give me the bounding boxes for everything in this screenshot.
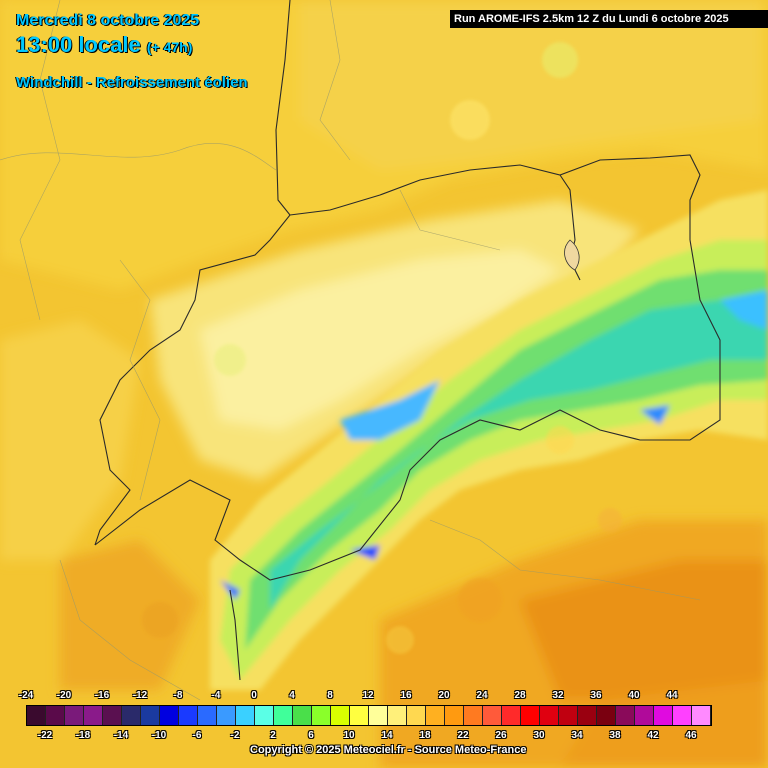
legend-swatch — [464, 706, 483, 725]
forecast-hour: 13:00 locale — [16, 32, 141, 57]
legend-tick-bottom: 22 — [457, 730, 469, 741]
legend-tick-top: 4 — [289, 690, 295, 701]
legend-tick-top: 28 — [514, 690, 526, 701]
legend-swatch — [521, 706, 540, 725]
legend-swatch — [597, 706, 616, 725]
legend-swatch — [540, 706, 559, 725]
legend-tick-top: -12 — [132, 690, 148, 701]
legend-tick-bottom: -14 — [113, 730, 129, 741]
legend-tick-bottom: 18 — [419, 730, 431, 741]
legend-tick-bottom: -18 — [75, 730, 91, 741]
legend-swatch — [635, 706, 654, 725]
legend-tick-top: 32 — [552, 690, 564, 701]
legend-tick-bottom: 30 — [533, 730, 545, 741]
legend-swatch — [236, 706, 255, 725]
legend-swatch — [122, 706, 141, 725]
legend-tick-bottom: 42 — [647, 730, 659, 741]
legend-swatch — [673, 706, 692, 725]
legend-tick-top: 40 — [628, 690, 640, 701]
legend-swatch — [274, 706, 293, 725]
legend-tick-bottom: 6 — [308, 730, 314, 741]
legend-swatch — [331, 706, 350, 725]
legend-tick-top: 36 — [590, 690, 602, 701]
legend-swatch — [616, 706, 635, 725]
legend-tick-bottom: 2 — [270, 730, 276, 741]
legend-swatch — [27, 706, 46, 725]
legend-swatch — [388, 706, 407, 725]
regional-borders — [0, 0, 701, 701]
legend-tick-bottom: -10 — [151, 730, 167, 741]
alpine-cold-zone — [210, 190, 768, 690]
parameter-title: Windchill - Refroissement éolien — [16, 74, 248, 91]
legend-tick-bottom: -2 — [230, 730, 240, 741]
legend-tick-top: -24 — [18, 690, 34, 701]
legend-tick-top: -16 — [94, 690, 110, 701]
legend-swatch — [483, 706, 502, 725]
legend-swatch — [46, 706, 65, 725]
legend-swatch — [179, 706, 198, 725]
color-scale — [26, 705, 712, 726]
legend-swatch — [198, 706, 217, 725]
legend-swatch — [255, 706, 274, 725]
legend-swatch — [84, 706, 103, 725]
forecast-time: 13:00 locale (+ 47h) — [16, 32, 192, 58]
legend-tick-top: 12 — [362, 690, 374, 701]
forecast-date: Mercredi 8 octobre 2025 — [16, 12, 200, 29]
legend-swatch — [559, 706, 578, 725]
legend-swatch — [293, 706, 312, 725]
legend-swatch — [369, 706, 388, 725]
legend-bottom-ticks: -22 -18 -14 -10 -6 -2 2 6 10 14 18 22 26 30 34 38 42 46 — [0, 730, 768, 744]
lake-constance — [564, 239, 580, 271]
legend-swatch — [103, 706, 122, 725]
legend-swatch — [578, 706, 597, 725]
legend-tick-bottom: 14 — [381, 730, 393, 741]
legend-tick-bottom: 46 — [685, 730, 697, 741]
legend-tick-top: 0 — [251, 690, 257, 701]
legend-tick-top: -4 — [211, 690, 221, 701]
legend-swatch — [445, 706, 464, 725]
copyright: Copyright © 2025 Meteociel.fr - Source M… — [250, 744, 527, 756]
legend-tick-top: 16 — [400, 690, 412, 701]
legend-swatch — [160, 706, 179, 725]
legend-swatch — [312, 706, 331, 725]
terrain-detail — [142, 42, 622, 654]
legend-tick-top: 44 — [666, 690, 678, 701]
legend-tick-top: 8 — [327, 690, 333, 701]
legend-tick-bottom: -22 — [37, 730, 53, 741]
legend-swatch — [692, 706, 711, 725]
legend-swatch — [426, 706, 445, 725]
legend-swatch — [141, 706, 160, 725]
run-info: Run AROME-IFS 2.5km 12 Z du Lundi 6 octo… — [450, 10, 768, 28]
legend-tick-bottom: -6 — [192, 730, 202, 741]
legend-tick-top: 20 — [438, 690, 450, 701]
legend-tick-bottom: 38 — [609, 730, 621, 741]
legend-tick-top: 24 — [476, 690, 488, 701]
legend-tick-bottom: 34 — [571, 730, 583, 741]
legend-swatch — [217, 706, 236, 725]
legend-tick-top: -20 — [56, 690, 72, 701]
legend-swatch — [350, 706, 369, 725]
legend-swatch — [65, 706, 84, 725]
legend-top-ticks: -24 -20 -16 -12 -8 -4 0 4 8 12 16 20 24 28 32 36 40 44 — [0, 690, 768, 704]
lead-time: (+ 47h) — [146, 39, 193, 55]
legend-swatch — [502, 706, 521, 725]
legend-tick-bottom: 26 — [495, 730, 507, 741]
legend-tick-top: -8 — [173, 690, 183, 701]
legend-tick-bottom: 10 — [343, 730, 355, 741]
legend-swatch — [407, 706, 426, 725]
legend-swatch — [654, 706, 673, 725]
